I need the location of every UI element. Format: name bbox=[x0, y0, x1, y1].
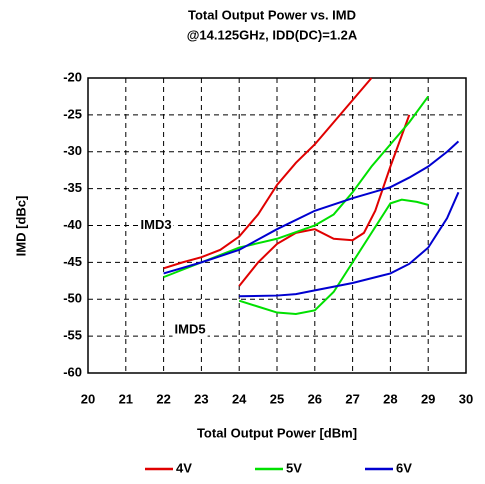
annotation-bg bbox=[138, 215, 174, 233]
x-axis-label: Total Output Power [dBm] bbox=[197, 425, 357, 440]
x-tick-label: 28 bbox=[383, 391, 397, 406]
chart-subtitle: @14.125GHz, IDD(DC)=1.2A bbox=[187, 27, 358, 42]
y-tick-label: -50 bbox=[63, 291, 82, 306]
series-line bbox=[163, 140, 460, 275]
plot-frame bbox=[87, 77, 467, 374]
x-tick-label: 21 bbox=[119, 391, 133, 406]
x-tick-label: 30 bbox=[459, 391, 473, 406]
legend-label: 4V bbox=[176, 460, 192, 475]
annotation: IMD3 bbox=[141, 217, 172, 232]
legend-label: 5V bbox=[286, 460, 302, 475]
y-tick-label: -25 bbox=[63, 106, 82, 121]
annotation-bg bbox=[172, 320, 208, 338]
x-tick-label: 24 bbox=[232, 391, 247, 406]
chart-title: Total Output Power vs. IMD bbox=[188, 7, 356, 22]
x-tick-label: 22 bbox=[156, 391, 170, 406]
x-tick-label: 29 bbox=[421, 391, 435, 406]
series-line bbox=[163, 95, 430, 279]
y-axis-label: IMD [dBc] bbox=[13, 196, 28, 257]
series-line bbox=[163, 77, 373, 270]
y-tick-label: -60 bbox=[63, 364, 82, 379]
x-tick-label: 26 bbox=[308, 391, 322, 406]
y-tick-label: -30 bbox=[63, 143, 82, 158]
y-tick-label: -45 bbox=[63, 254, 82, 269]
y-tick-label: -55 bbox=[63, 328, 82, 343]
y-tick-label: -35 bbox=[63, 180, 82, 195]
series-line bbox=[238, 198, 429, 316]
y-tick-label: -40 bbox=[63, 217, 82, 232]
annotation: IMD5 bbox=[175, 322, 206, 337]
series-line bbox=[238, 114, 411, 287]
x-tick-label: 27 bbox=[345, 391, 359, 406]
y-tick-label: -20 bbox=[63, 69, 82, 84]
x-tick-label: 20 bbox=[81, 391, 95, 406]
x-tick-label: 25 bbox=[270, 391, 284, 406]
series-line bbox=[239, 191, 460, 298]
legend-label: 6V bbox=[396, 460, 412, 475]
x-tick-label: 23 bbox=[194, 391, 208, 406]
